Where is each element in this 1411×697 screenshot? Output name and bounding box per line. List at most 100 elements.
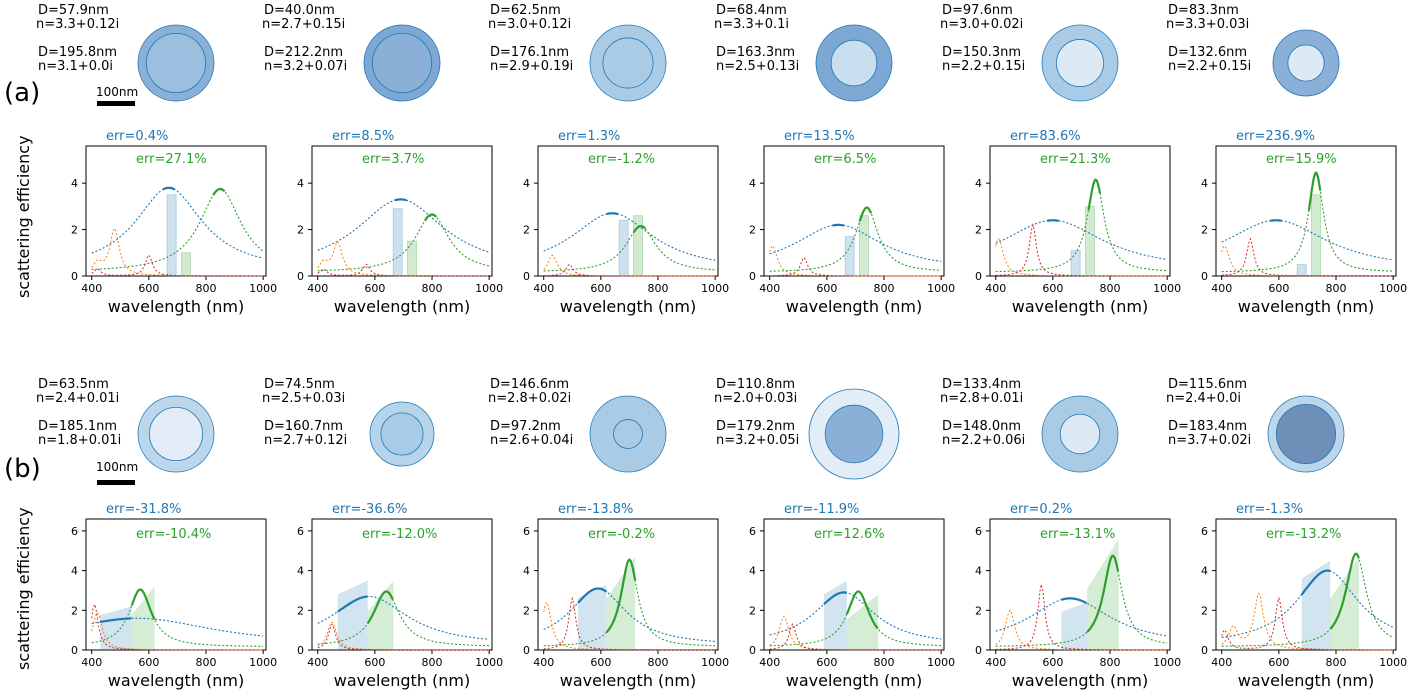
core-index-label-1-4: n=2.2+0.06i — [942, 433, 1026, 448]
shell-diameter-label-0-4: D=97.6nm — [942, 3, 1013, 18]
x-axis-label-a1: wavelength (nm) — [108, 297, 245, 316]
x-tick-label-a6-1: 600 — [1268, 282, 1289, 295]
bar-blue-a5 — [1070, 249, 1081, 277]
series-orange-a3 — [543, 254, 716, 277]
x-tick-label-a3-2: 800 — [648, 282, 669, 295]
x-tick-label-b4-1: 600 — [816, 656, 837, 669]
y-tick-label-a1-2: 4 — [71, 177, 78, 190]
fit-blue-a3 — [606, 212, 619, 216]
core-index-label-0-1: n=3.2+0.07i — [264, 59, 348, 74]
y-tick-label-a1-0: 0 — [71, 270, 78, 283]
series-blue-a4 — [769, 224, 942, 263]
shell-index-label-1-0: n=2.4+0.01i — [36, 391, 120, 406]
y-tick-label-a1-1: 2 — [71, 224, 78, 237]
shell-index-label-1-5: n=2.4+0.0i — [1166, 391, 1241, 406]
y-tick-label-b3-2: 4 — [523, 565, 530, 578]
series-blue-a5 — [995, 219, 1168, 261]
err-blue-label-0-2: err=1.3% — [558, 129, 621, 144]
x-tick-label-a1-1: 600 — [138, 282, 159, 295]
bar-blue-a4 — [844, 236, 855, 277]
series-red-a6 — [1221, 237, 1394, 277]
x-tick-label-b5-3: 1000 — [1153, 656, 1181, 669]
series-green-b6 — [1221, 552, 1394, 647]
fit-blue-b4 — [823, 591, 848, 606]
y-tick-label-b3-1: 2 — [523, 604, 530, 617]
x-axis-label-b6: wavelength (nm) — [1238, 671, 1375, 690]
y-tick-label-a2-1: 2 — [297, 224, 304, 237]
y-tick-label-b1-3: 6 — [71, 525, 78, 538]
err-blue-label-1-5: err=-1.3% — [1236, 502, 1304, 517]
core-diameter-label-0-4: D=150.3nm — [942, 45, 1022, 60]
y-tick-label-a2-2: 4 — [297, 177, 304, 190]
fit-blue-b6 — [1300, 569, 1331, 596]
shell-index-label-0-3: n=3.3+0.1i — [714, 17, 789, 32]
x-axis-label-b2: wavelength (nm) — [334, 671, 471, 690]
bar-green-a5 — [1085, 205, 1095, 277]
shell-diameter-label-0-0: D=57.9nm — [38, 3, 109, 18]
y-tick-label-b1-1: 2 — [71, 604, 78, 617]
bar-blue-a1 — [166, 194, 177, 277]
series-red-b5 — [995, 584, 1168, 651]
x-tick-label-a3-1: 600 — [590, 282, 611, 295]
series-blue-a3 — [543, 212, 716, 261]
y-tick-label-b5-2: 4 — [975, 565, 982, 578]
fit-green-a4 — [858, 206, 873, 222]
core-index-label-0-5: n=2.2+0.15i — [1168, 59, 1252, 74]
x-axis-label-a2: wavelength (nm) — [334, 297, 471, 316]
bar-green-a4 — [859, 215, 869, 277]
shell-index-label-0-5: n=3.3+0.03i — [1166, 17, 1250, 32]
fit-blue-a2 — [394, 198, 407, 202]
err-blue-label-1-4: err=0.2% — [1010, 502, 1073, 517]
x-tick-label-b2-2: 800 — [422, 656, 443, 669]
particle-core-0-4 — [1056, 39, 1104, 87]
core-diameter-label-0-0: D=195.8nm — [38, 45, 118, 60]
x-tick-label-b4-2: 800 — [874, 656, 895, 669]
band-blue-b5 — [1061, 602, 1088, 650]
err-green-label-1-3: err=12.6% — [814, 527, 885, 542]
err-green-label-1-0: err=-10.4% — [136, 527, 212, 542]
fit-green-b2 — [366, 590, 394, 624]
y-tick-label-b4-0: 0 — [749, 644, 756, 657]
err-green-label-0-0: err=27.1% — [136, 152, 207, 167]
particle-core-1-4 — [1059, 413, 1101, 455]
x-tick-label-a5-0: 400 — [985, 282, 1006, 295]
bar-green-a6 — [1311, 194, 1321, 277]
x-axis-label-a4: wavelength (nm) — [786, 297, 923, 316]
x-tick-label-b3-1: 600 — [590, 656, 611, 669]
core-diameter-label-1-2: D=97.2nm — [490, 419, 561, 434]
fit-blue-b3 — [577, 587, 608, 604]
shell-diameter-label-1-5: D=115.6nm — [1168, 377, 1248, 392]
shell-diameter-label-0-3: D=68.4nm — [716, 3, 787, 18]
band-blue-b6 — [1301, 560, 1331, 650]
series-red-a2 — [317, 263, 490, 277]
x-tick-label-b3-3: 1000 — [701, 656, 729, 669]
core-index-label-1-3: n=3.2+0.05i — [716, 433, 800, 448]
series-red-b6 — [1221, 596, 1394, 651]
shell-index-label-1-3: n=2.0+0.03i — [714, 391, 798, 406]
series-red-b3 — [543, 596, 716, 651]
core-diameter-label-1-4: D=148.0nm — [942, 419, 1022, 434]
x-tick-label-b5-0: 400 — [985, 656, 1006, 669]
y-tick-label-b4-3: 6 — [749, 525, 756, 538]
x-axis-label-a5: wavelength (nm) — [1012, 297, 1149, 316]
series-blue-a1 — [91, 187, 264, 259]
x-tick-label-b1-2: 800 — [196, 656, 217, 669]
core-diameter-label-0-5: D=132.6nm — [1168, 45, 1248, 60]
x-tick-label-a5-2: 800 — [1100, 282, 1121, 295]
core-diameter-label-1-1: D=160.7nm — [264, 419, 344, 434]
err-green-label-1-2: err=-0.2% — [588, 527, 656, 542]
particle-core-0-0 — [145, 32, 207, 94]
series-blue-a2 — [317, 198, 490, 253]
fit-green-a5 — [1087, 178, 1102, 211]
shell-index-label-0-1: n=2.7+0.15i — [262, 17, 346, 32]
series-green-b2 — [317, 590, 490, 647]
y-tick-label-b1-0: 0 — [71, 644, 78, 657]
err-green-label-1-4: err=-13.1% — [1040, 527, 1116, 542]
row-label-a: (a) — [4, 78, 41, 108]
core-diameter-label-1-0: D=185.1nm — [38, 419, 118, 434]
x-axis-label-b5: wavelength (nm) — [1012, 671, 1149, 690]
y-tick-label-b6-1: 2 — [1201, 604, 1208, 617]
shell-index-label-0-4: n=3.0+0.02i — [940, 17, 1024, 32]
shell-diameter-label-1-1: D=74.5nm — [264, 377, 335, 392]
